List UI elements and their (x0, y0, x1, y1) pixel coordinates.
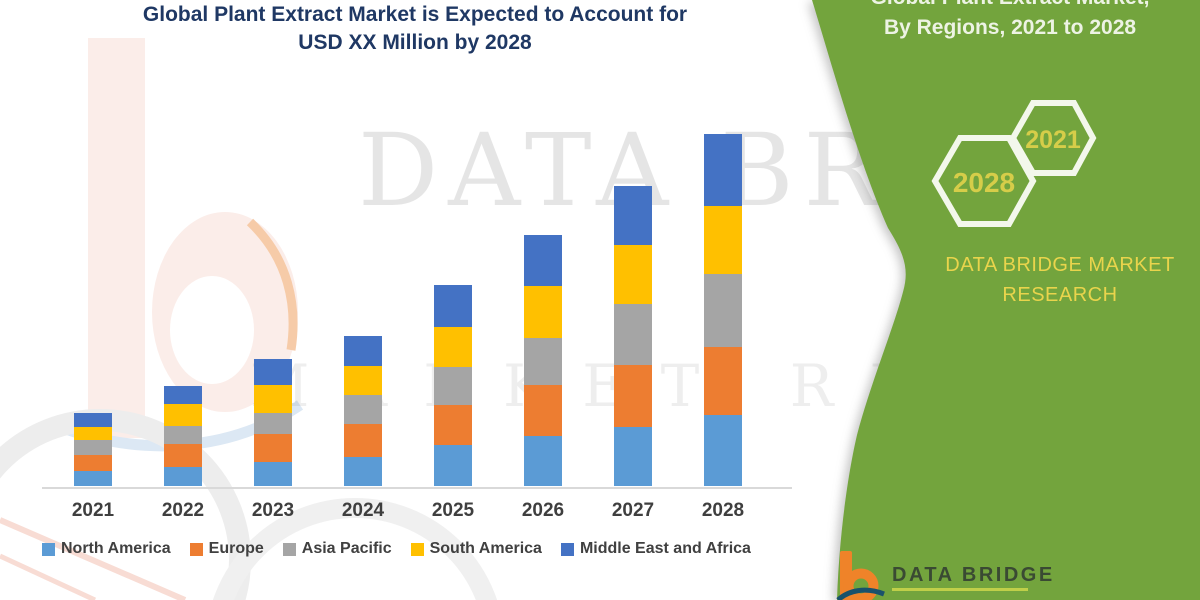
legend-item-south-america: South America (410, 540, 542, 558)
hexagon-2028-label: 2028 (953, 167, 1015, 198)
legend-item-middle-east-and-africa: Middle East and Africa (560, 540, 751, 558)
x-axis-label-2027: 2027 (611, 500, 655, 521)
bar-segment-north-america-2022 (164, 467, 202, 486)
legend-label-europe: Europe (208, 540, 264, 557)
bar-segment-asia-pacific-2021 (74, 440, 112, 455)
bar-stack-2021 (74, 413, 112, 486)
bar-segment-north-america-2021 (74, 471, 112, 486)
watermark-b-bowl-hole (170, 276, 254, 384)
x-axis-label-2024: 2024 (341, 500, 385, 521)
bar-segment-asia-pacific-2025 (434, 367, 472, 405)
footer-logo-swoosh (836, 587, 885, 600)
chart-title: Global Plant Extract Market is Expected … (85, 1, 745, 57)
x-axis-label-2022: 2022 (161, 500, 205, 521)
bar-stack-2027 (614, 186, 652, 486)
bar-segment-middle-east-and-africa-2024 (344, 336, 382, 366)
bar-segment-middle-east-and-africa-2026 (524, 235, 562, 286)
bar-segment-middle-east-and-africa-2027 (614, 186, 652, 245)
bar-segment-europe-2022 (164, 444, 202, 467)
bar-stack-2025 (434, 285, 472, 486)
footer-logo-b-bowl (843, 568, 879, 600)
legend-swatch-europe (189, 542, 203, 556)
bar-segment-asia-pacific-2024 (344, 395, 382, 424)
x-axis-label-2021: 2021 (71, 500, 115, 521)
bar-stack-2026 (524, 235, 562, 486)
bar-segment-europe-2027 (614, 365, 652, 427)
watermark-b-stem (88, 38, 145, 438)
legend-swatch-asia-pacific (282, 542, 296, 556)
x-axis-label-2028: 2028 (701, 500, 745, 521)
bar-segment-middle-east-and-africa-2023 (254, 359, 292, 385)
x-axis-baseline (42, 487, 792, 489)
bar-segment-asia-pacific-2023 (254, 413, 292, 434)
legend-item-europe: Europe (189, 540, 264, 558)
watermark-pink-line (0, 553, 97, 600)
hexagon-2021-label: 2021 (1025, 126, 1081, 154)
bar-segment-middle-east-and-africa-2028 (704, 134, 742, 206)
x-axis-label-2025: 2025 (431, 500, 475, 521)
bar-segment-europe-2026 (524, 385, 562, 436)
bar-segment-north-america-2028 (704, 415, 742, 486)
legend-label-middle-east-and-africa: Middle East and Africa (579, 540, 751, 557)
watermark-circle (212, 498, 498, 600)
legend-label-north-america: North America (61, 540, 171, 557)
bar-segment-north-america-2026 (524, 436, 562, 486)
bar-segment-asia-pacific-2022 (164, 426, 202, 444)
bar-segment-south-america-2025 (434, 327, 472, 367)
watermark-pink-line (0, 517, 187, 600)
bar-segment-europe-2028 (704, 347, 742, 415)
bar-segment-north-america-2025 (434, 445, 472, 486)
x-axis-label-2026: 2026 (521, 500, 565, 521)
bar-stack-2023 (254, 359, 292, 486)
bar-segment-middle-east-and-africa-2021 (74, 413, 112, 427)
legend-swatch-middle-east-and-africa (560, 542, 574, 556)
bar-segment-south-america-2026 (524, 286, 562, 338)
bar-segment-south-america-2022 (164, 404, 202, 426)
legend-item-asia-pacific: Asia Pacific (282, 540, 392, 558)
watermark-orange-crescent (246, 218, 298, 351)
chart-legend: North America Europe Asia Pacific South Ame… (42, 540, 751, 558)
stacked-bar-chart: 2021 2022 2023 2024 2025 2026 2027 2028 (71, 134, 745, 521)
bar-segment-south-america-2024 (344, 366, 382, 395)
bar-segment-north-america-2024 (344, 457, 382, 486)
legend-item-north-america: North America (42, 540, 171, 558)
bar-segment-europe-2024 (344, 424, 382, 457)
bar-segment-north-america-2027 (614, 427, 652, 486)
bar-segment-europe-2025 (434, 405, 472, 445)
hexagon-2021 (1009, 100, 1097, 176)
bar-stack-2028 (704, 134, 742, 486)
x-axis-label-2023: 2023 (251, 500, 295, 521)
bar-segment-asia-pacific-2028 (704, 274, 742, 347)
chart-title-line1: Global Plant Extract Market is Expected … (142, 3, 688, 26)
legend-label-asia-pacific: Asia Pacific (301, 540, 392, 557)
bar-segment-middle-east-and-africa-2022 (164, 386, 202, 404)
bar-segment-south-america-2023 (254, 385, 292, 413)
legend-label-south-america: South America (429, 540, 542, 557)
hexagon-2028 (931, 135, 1037, 227)
legend-swatch-south-america (410, 542, 424, 556)
bar-stack-2022 (164, 386, 202, 486)
bar-segment-middle-east-and-africa-2025 (434, 285, 472, 327)
side-panel-background (812, 0, 1200, 600)
bar-segment-asia-pacific-2026 (524, 338, 562, 385)
bar-segment-europe-2021 (74, 455, 112, 471)
bar-segment-south-america-2027 (614, 245, 652, 304)
bar-segment-south-america-2028 (704, 206, 742, 274)
bar-segment-south-america-2021 (74, 427, 112, 440)
bar-segment-asia-pacific-2027 (614, 304, 652, 365)
chart-title-line2: USD XX Million by 2028 (298, 31, 532, 54)
bar-segment-europe-2023 (254, 434, 292, 462)
bar-segment-north-america-2023 (254, 462, 292, 486)
legend-swatch-north-america (42, 542, 55, 556)
bar-stack-2024 (344, 336, 382, 486)
